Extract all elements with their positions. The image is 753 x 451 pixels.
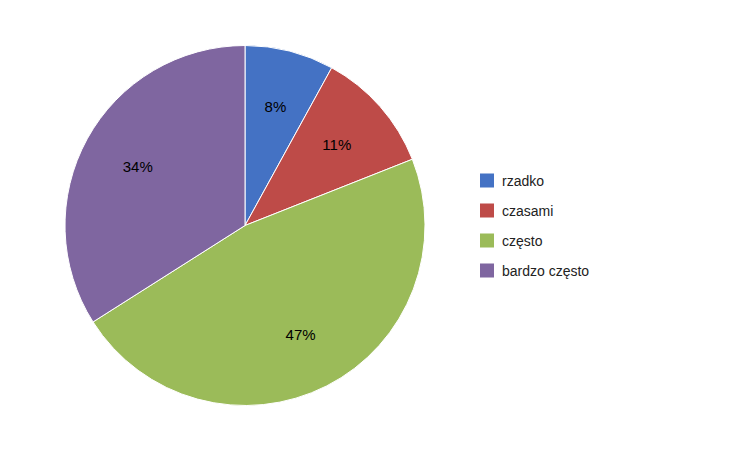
legend-label: bardzo często (502, 263, 589, 279)
slice-label: 47% (286, 326, 316, 343)
slice-labels: 8% 11% 47% 34% (123, 98, 352, 343)
slice-label: 8% (265, 98, 287, 115)
legend-swatch (480, 264, 494, 278)
legend-label: czasami (502, 203, 553, 219)
legend-swatch (480, 204, 494, 218)
chart: 8% 11% 47% 34% rzadko czasami często bardzo czę… (0, 0, 753, 451)
chart-container: 8% 11% 47% 34% rzadko czasami często bardzo czę… (0, 0, 753, 451)
slice-label: 34% (123, 158, 153, 175)
slices (65, 46, 425, 406)
pie-slice (65, 46, 245, 322)
legend-swatch (480, 234, 494, 248)
legend: rzadko czasami często bardzo często (480, 173, 589, 279)
legend-label: rzadko (502, 173, 544, 189)
legend-label: często (502, 233, 543, 249)
slice-label: 11% (322, 136, 351, 153)
legend-swatch (480, 174, 494, 188)
